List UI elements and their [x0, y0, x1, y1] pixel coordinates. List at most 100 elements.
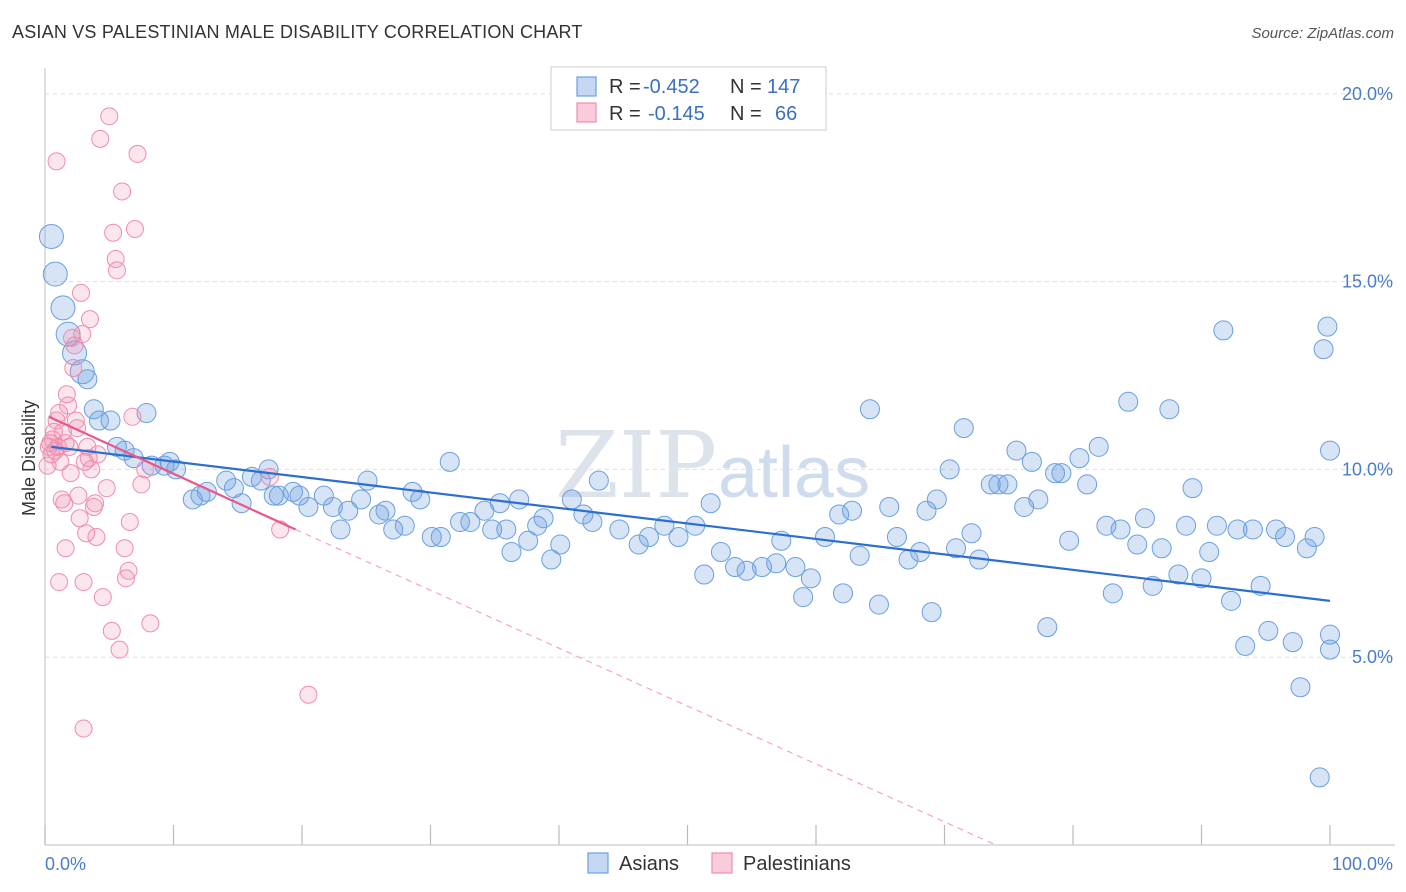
point-palestinians-32	[79, 449, 98, 468]
point-asians-65	[628, 534, 649, 555]
data-points	[38, 107, 1340, 788]
point-palestinians-27	[73, 325, 92, 344]
point-palestinians-50	[116, 569, 135, 588]
legend-n-label-asians: N =	[730, 76, 762, 98]
point-asians-143	[1313, 339, 1334, 360]
point-asians-59	[550, 534, 571, 555]
point-palestinians-58	[141, 614, 160, 633]
point-asians-9	[100, 410, 121, 431]
point-asians-84	[841, 500, 862, 521]
point-asians-131	[1227, 519, 1248, 540]
point-asians-117	[1118, 391, 1139, 412]
point-palestinians-53	[123, 407, 142, 426]
point-palestinians-34	[82, 460, 101, 479]
point-asians-39	[375, 500, 396, 521]
point-asians-147	[1320, 639, 1340, 660]
point-asians-107	[1037, 617, 1058, 638]
point-asians-50	[482, 519, 503, 540]
point-asians-122	[1159, 399, 1180, 420]
point-palestinians-30	[77, 524, 96, 543]
point-asians-115	[1102, 583, 1123, 604]
point-asians-52	[496, 519, 517, 540]
point-asians-46	[439, 451, 460, 472]
point-asians-71	[700, 493, 721, 514]
legend-r-label-palestinians: R =	[609, 103, 641, 125]
point-asians-36	[351, 489, 372, 510]
point-asians-92	[916, 500, 937, 521]
point-asians-70	[694, 564, 715, 585]
point-asians-0	[38, 224, 64, 250]
point-asians-48	[460, 511, 481, 532]
trend-extension-palestinians	[295, 528, 997, 846]
point-asians-74	[736, 560, 757, 581]
point-palestinians-65	[260, 467, 279, 486]
point-asians-105	[1021, 451, 1042, 472]
y-tick-label-1: 10.0%	[1342, 459, 1393, 479]
point-asians-141	[1304, 527, 1325, 547]
point-asians-127	[1199, 542, 1220, 563]
point-asians-126	[1191, 568, 1212, 589]
source-credit: Source: ZipAtlas.com	[1251, 25, 1394, 42]
point-asians-89	[886, 527, 907, 547]
series-label-palestinians: Palestinians	[743, 853, 851, 875]
point-asians-10	[136, 403, 157, 424]
legend-swatch-asians	[576, 76, 597, 97]
point-asians-79	[793, 587, 814, 608]
point-asians-145	[1320, 440, 1340, 461]
point-asians-53	[501, 542, 522, 563]
x-tick-label-max: 100.0%	[1332, 854, 1393, 874]
series-palestinians	[38, 107, 318, 738]
point-asians-4	[62, 340, 88, 366]
series-legend: Asians Palestinians	[587, 852, 851, 875]
point-asians-116	[1110, 519, 1131, 540]
point-asians-98	[961, 523, 982, 544]
point-palestinians-33	[80, 310, 99, 329]
point-asians-57	[533, 508, 554, 529]
point-asians-121	[1151, 538, 1172, 559]
point-palestinians-38	[88, 445, 107, 464]
point-asians-83	[832, 583, 853, 604]
legend-r-label-asians: R =	[609, 76, 641, 98]
legend-r-value-palestinians: -0.145	[648, 103, 705, 125]
tick-labels: 5.0% 10.0% 15.0% 20.0% 0.0% 100.0%	[45, 84, 1393, 874]
point-asians-33	[322, 496, 343, 517]
point-asians-41	[394, 515, 415, 536]
point-asians-139	[1290, 677, 1311, 698]
point-asians-55	[518, 530, 539, 551]
point-palestinians-19	[62, 328, 81, 347]
point-palestinians-17	[60, 437, 79, 456]
point-asians-44	[421, 527, 442, 547]
point-asians-97	[953, 418, 974, 439]
point-asians-113	[1088, 436, 1109, 457]
point-asians-34	[330, 519, 351, 540]
point-asians-119	[1134, 508, 1155, 529]
gridlines	[45, 93, 1395, 658]
legend-swatch-palestinians	[576, 102, 597, 123]
point-asians-82	[829, 504, 850, 525]
point-asians-54	[509, 489, 530, 510]
point-asians-45	[430, 527, 451, 547]
point-asians-137	[1275, 527, 1296, 547]
legend-r-value-asians: -0.452	[643, 76, 700, 98]
point-asians-106	[1028, 489, 1049, 510]
point-asians-23	[231, 493, 252, 514]
point-palestinians-46	[107, 261, 126, 280]
point-asians-125	[1182, 478, 1203, 499]
legend-n-value-palestinians: 66	[775, 103, 797, 125]
point-asians-95	[939, 459, 960, 480]
point-asians-118	[1127, 534, 1148, 555]
point-palestinians-64	[299, 685, 318, 704]
point-asians-81	[814, 527, 835, 547]
point-palestinians-41	[97, 479, 116, 498]
point-asians-86	[859, 399, 880, 420]
point-asians-64	[609, 519, 630, 540]
point-palestinians-49	[115, 539, 134, 558]
point-asians-140	[1296, 538, 1317, 559]
point-palestinians-16	[59, 396, 78, 415]
y-tick-label-3: 20.0%	[1342, 84, 1393, 104]
point-asians-128	[1206, 515, 1227, 536]
series-asians	[38, 224, 1340, 788]
point-asians-87	[868, 594, 889, 615]
point-palestinians-52	[120, 512, 139, 531]
trend-line-palestinians	[48, 415, 297, 531]
